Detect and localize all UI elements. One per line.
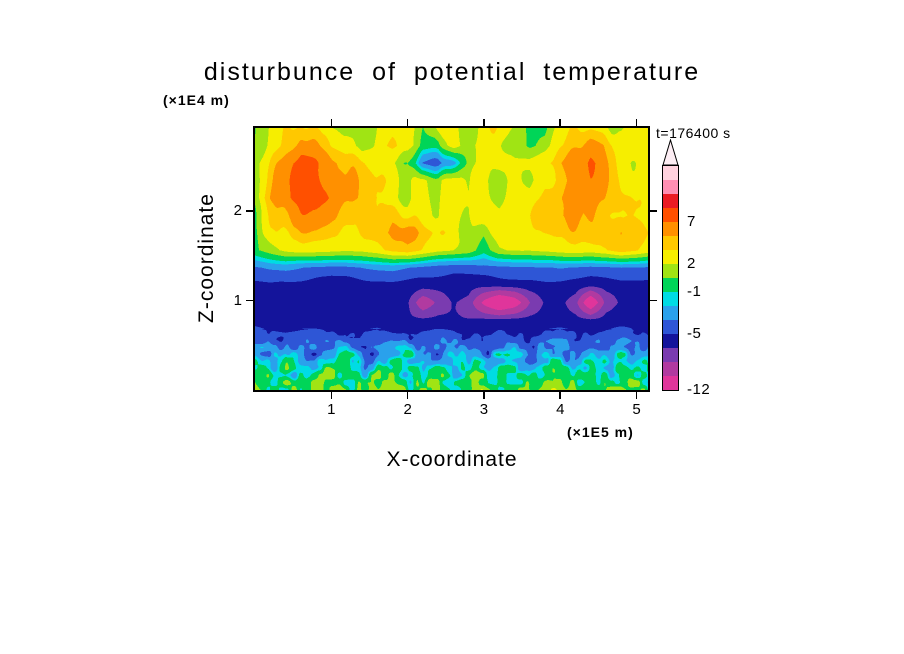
colorbar-segment bbox=[663, 362, 678, 376]
colorbar-segment bbox=[663, 208, 678, 222]
colorbar-segment bbox=[663, 278, 678, 292]
colorbar-label: -12 bbox=[687, 381, 711, 398]
colorbar-arrow-shape bbox=[662, 139, 679, 166]
colorbar-segment bbox=[663, 320, 678, 334]
y-tick-label: 1 bbox=[233, 291, 242, 309]
colorbar-segment bbox=[663, 264, 678, 278]
x-tick-bottom bbox=[483, 392, 485, 399]
colorbar-segment bbox=[663, 334, 678, 348]
colorbar-segment bbox=[663, 292, 678, 306]
y-axis-unit-label: (×1E4 m) bbox=[163, 92, 230, 108]
colorbar-segment bbox=[663, 250, 678, 264]
x-tick-top bbox=[406, 119, 409, 126]
y-tick-right bbox=[650, 299, 657, 302]
colorbar-segment bbox=[663, 180, 678, 194]
colorbar-segment bbox=[663, 222, 678, 236]
x-axis-label: X-coordinate bbox=[386, 448, 518, 471]
x-tick-top bbox=[635, 119, 638, 126]
colorbar-segment bbox=[663, 348, 678, 362]
colorbar-segment bbox=[663, 306, 678, 320]
x-axis-unit-label: (×1E5 m) bbox=[567, 424, 634, 440]
x-tick-label: 4 bbox=[556, 401, 565, 418]
heatmap-canvas bbox=[255, 128, 648, 390]
colorbar-label: -5 bbox=[687, 325, 702, 342]
x-tick-bottom bbox=[559, 392, 561, 399]
colorbar-segment bbox=[663, 376, 678, 390]
x-tick-top bbox=[559, 119, 561, 126]
time-annotation: t=176400 s bbox=[656, 125, 731, 141]
y-tick-right bbox=[650, 210, 657, 212]
colorbar-label: 2 bbox=[687, 255, 696, 272]
x-tick-label: 5 bbox=[632, 401, 641, 418]
y-axis-label: Z-coordinate bbox=[195, 193, 218, 323]
x-tick-bottom bbox=[406, 392, 409, 399]
x-tick-bottom bbox=[635, 392, 638, 399]
colorbar-segment bbox=[663, 194, 678, 208]
x-tick-top bbox=[330, 119, 333, 126]
x-tick-top bbox=[483, 119, 485, 126]
y-tick-left bbox=[246, 299, 253, 302]
colorbar-label: 7 bbox=[687, 213, 696, 230]
x-tick-label: 1 bbox=[327, 401, 336, 418]
plot-title: disturbunce of potential temperature bbox=[203, 58, 701, 86]
colorbar-label: -1 bbox=[687, 283, 702, 300]
y-tick-left bbox=[246, 210, 253, 212]
colorbar-arrow-icon bbox=[662, 139, 679, 166]
x-tick-bottom bbox=[330, 392, 333, 399]
colorbar bbox=[662, 165, 679, 391]
colorbar-segment bbox=[663, 166, 678, 180]
colorbar-segment bbox=[663, 236, 678, 250]
y-tick-label: 2 bbox=[233, 202, 242, 220]
x-tick-label: 2 bbox=[403, 401, 412, 418]
x-tick-label: 3 bbox=[479, 401, 489, 418]
